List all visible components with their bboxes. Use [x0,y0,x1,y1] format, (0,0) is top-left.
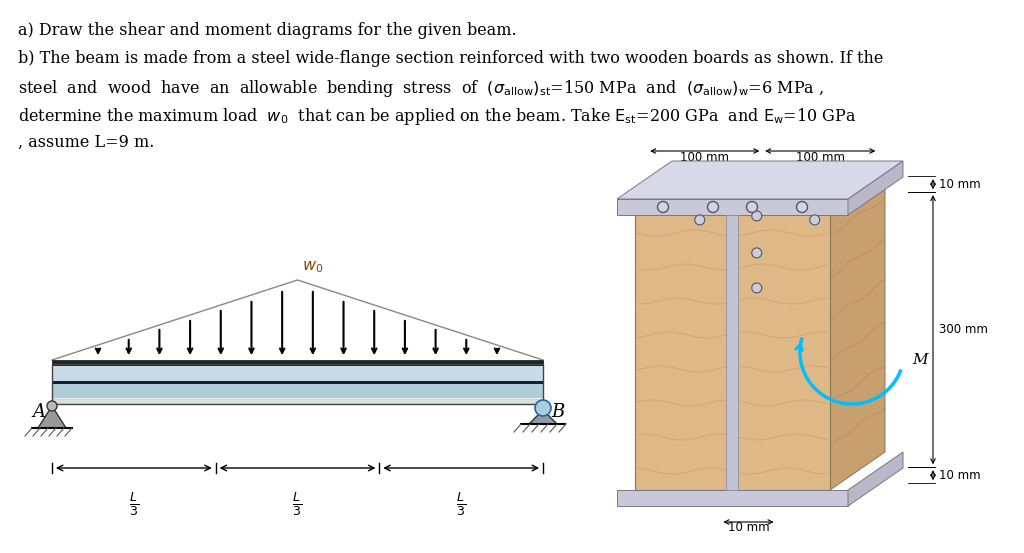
Circle shape [47,401,57,411]
Bar [52,399,543,404]
Circle shape [752,283,762,293]
Text: $w_0$: $w_0$ [301,258,323,275]
Text: $\frac{L}{3}$: $\frac{L}{3}$ [129,490,139,518]
Bar [52,360,543,366]
Text: M: M [912,353,928,367]
Circle shape [752,248,762,258]
Polygon shape [635,177,885,215]
Bar [52,384,543,398]
Circle shape [752,211,762,221]
Circle shape [657,201,669,212]
Bar [726,215,738,490]
Polygon shape [617,199,848,215]
Bar [52,381,543,387]
Text: b) The beam is made from a steel wide-flange section reinforced with two wooden : b) The beam is made from a steel wide-fl… [18,50,884,67]
Circle shape [746,201,758,212]
Text: $\frac{L}{3}$: $\frac{L}{3}$ [293,490,302,518]
Text: 300 mm: 300 mm [939,323,988,336]
Circle shape [797,201,808,212]
Polygon shape [848,452,903,506]
Polygon shape [38,406,66,428]
Polygon shape [617,490,848,506]
Text: steel  and  wood  have  an  allowable  bending  stress  of  $(\sigma_{\mathrm{al: steel and wood have an allowable bending… [18,78,824,99]
Circle shape [708,201,719,212]
Circle shape [694,215,705,225]
Bar [52,366,543,382]
Polygon shape [848,161,903,215]
Text: , assume L=9 m.: , assume L=9 m. [18,134,155,151]
Bar [52,364,543,404]
Text: determine the maximum load  $w_0$  that can be applied on the beam. Take $\mathr: determine the maximum load $w_0$ that ca… [18,106,856,127]
Text: 10 mm: 10 mm [939,178,981,191]
Text: 10 mm: 10 mm [728,521,769,534]
Text: 100 mm: 100 mm [680,151,729,164]
Circle shape [810,215,820,225]
Text: 10 mm: 10 mm [939,469,981,482]
Polygon shape [635,215,830,490]
Text: B: B [551,403,564,421]
Text: A: A [32,403,45,421]
Polygon shape [617,161,903,199]
Polygon shape [830,177,885,490]
Text: a) Draw the shear and moment diagrams for the given beam.: a) Draw the shear and moment diagrams fo… [18,22,517,39]
Circle shape [535,400,551,416]
Text: 100 mm: 100 mm [796,151,845,164]
Polygon shape [529,410,557,424]
Text: $\frac{L}{3}$: $\frac{L}{3}$ [456,490,466,518]
